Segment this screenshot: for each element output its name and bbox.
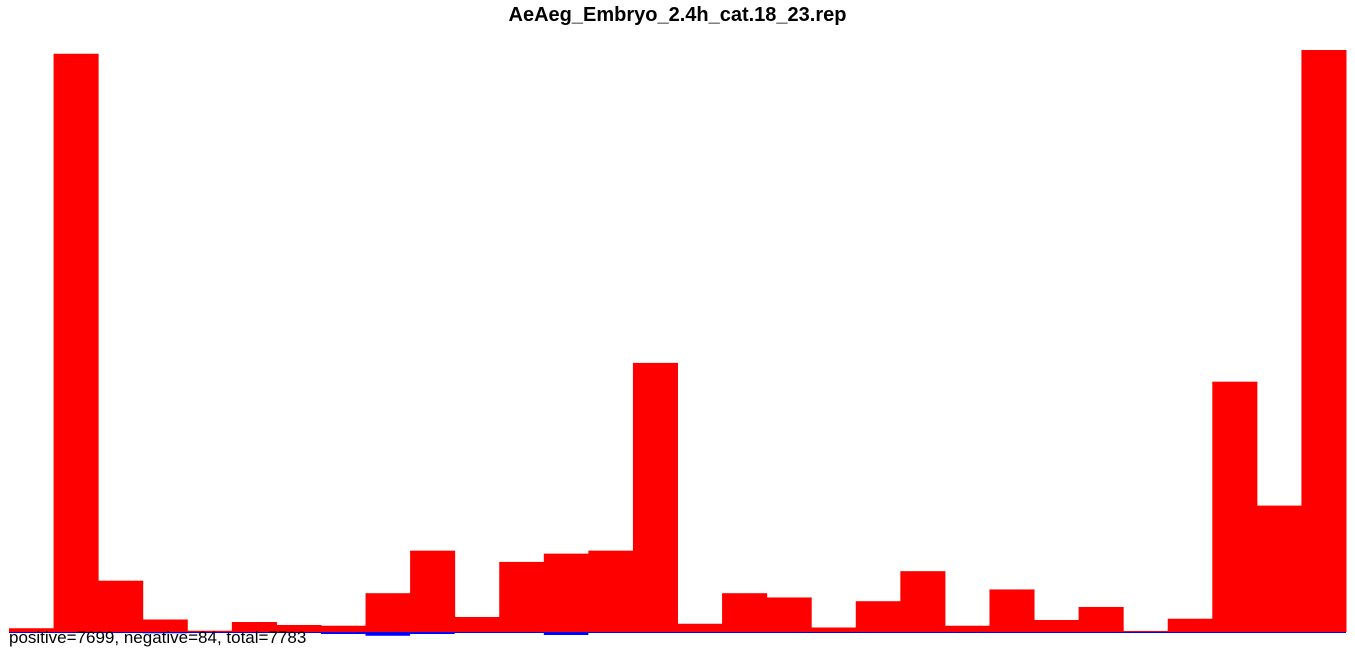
positive-bar (543, 553, 589, 632)
positive-bar (900, 571, 946, 632)
positive-bar (320, 625, 367, 632)
positive-bar (588, 550, 634, 632)
positive-bar (53, 53, 99, 633)
positive-bar (410, 550, 456, 632)
positive-bar (187, 630, 233, 632)
negative-bar (365, 632, 411, 636)
negative-bar (543, 632, 589, 636)
positive-bar (98, 580, 144, 632)
chart-title: AeAeg_Embryo_2.4h_cat.18_23.rep (508, 4, 847, 26)
positive-bar (9, 628, 55, 632)
positive-bar (1167, 618, 1213, 632)
positive-bar (499, 561, 545, 632)
positive-bar (722, 593, 768, 632)
positive-bar (142, 619, 188, 632)
positive-bar (989, 589, 1035, 632)
negative-bar (320, 632, 366, 635)
positive-bar (677, 623, 723, 632)
positive-bar (1212, 381, 1258, 632)
positive-bar (1078, 606, 1124, 632)
positive-bar (944, 625, 990, 632)
positive-bar (276, 624, 322, 632)
summary-text: positive=7699, negative=84, total=7783 (9, 628, 307, 647)
positive-bar (811, 627, 857, 632)
positive-bar (454, 616, 500, 632)
positive-bar (766, 597, 812, 632)
positive-bar (1034, 619, 1080, 632)
positive-bar (365, 593, 411, 632)
positive-bar (1301, 50, 1347, 632)
negative-bar (410, 632, 455, 635)
positive-bar (632, 362, 678, 632)
positive-bar (1123, 631, 1169, 632)
positive-bar (1256, 505, 1302, 632)
positive-bar (231, 621, 277, 632)
positive-bar (855, 601, 901, 632)
